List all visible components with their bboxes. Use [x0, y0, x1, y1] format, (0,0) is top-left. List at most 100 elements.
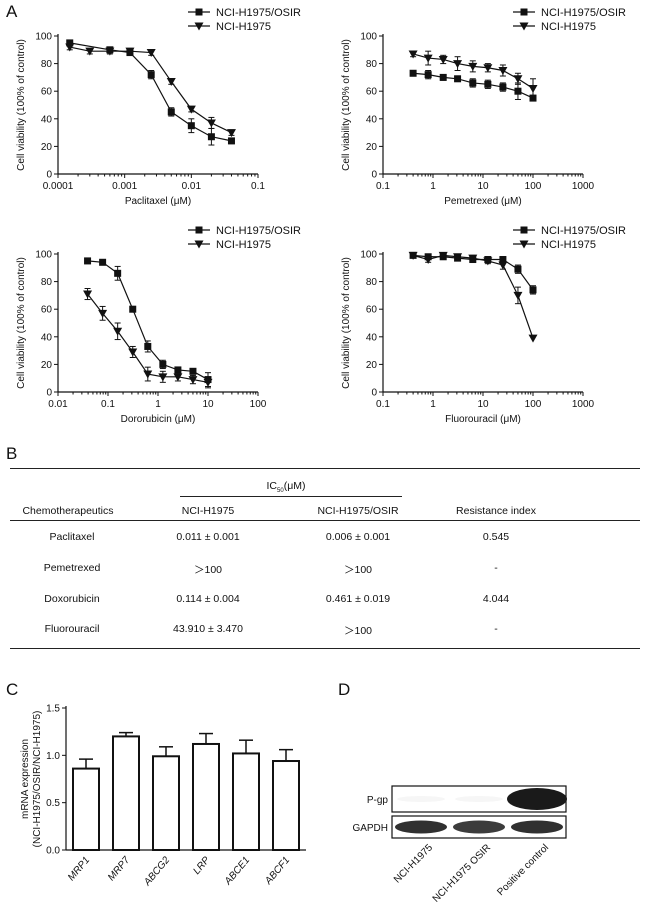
y-tick-label: 80 — [366, 59, 378, 70]
x-axis-label: Paclitaxel (μM) — [125, 196, 191, 207]
x-tick-label: 100 — [250, 399, 267, 410]
square-marker — [99, 258, 107, 266]
blot-band — [395, 820, 447, 834]
x-tick-label: 1000 — [572, 399, 595, 410]
header-resistance-index: Resistance index — [456, 505, 536, 517]
triangle-marker — [158, 373, 168, 382]
square-marker — [187, 122, 195, 130]
table-header-rule — [10, 520, 640, 521]
y-axis-label: Cell viability (100% of control) — [16, 257, 27, 389]
table-cell: 0.006 ± 0.001 — [325, 531, 391, 543]
triangle-marker — [186, 105, 196, 114]
y-tick-label: 0 — [371, 388, 377, 399]
square-marker — [439, 73, 447, 81]
table-cell: - — [494, 562, 498, 574]
doxorubicin-viability-chart: 0 20 40 60 80 100 0.01 0.1 1 10 100 Dororubicin (μM… — [16, 225, 301, 425]
y-tick-label: 60 — [366, 305, 378, 316]
square-marker — [520, 8, 528, 16]
bar — [72, 767, 100, 851]
y-tick-label: 60 — [41, 87, 53, 98]
square-marker — [499, 83, 507, 91]
bar — [192, 742, 220, 851]
x-tick-label: 0.1 — [376, 399, 390, 410]
square-marker — [189, 367, 197, 375]
triangle-marker — [83, 290, 93, 299]
x-tick-label: 10 — [477, 399, 489, 410]
table-cell: ＞100 — [343, 625, 373, 637]
y-tick-label: 40 — [366, 332, 378, 343]
y-tick-label: 0 — [371, 170, 377, 181]
square-marker — [129, 305, 137, 313]
square-marker — [174, 366, 182, 374]
y-axis-label: Cell viability (100% of control) — [16, 39, 27, 171]
legend-label: NCI-H1975 — [541, 239, 596, 251]
x-tick-label: 0.1 — [251, 181, 265, 192]
y-axis-label: mRNA expression — [20, 739, 31, 819]
square-marker — [484, 80, 492, 88]
triangle-marker — [166, 78, 176, 87]
triangle-marker — [513, 75, 523, 84]
triangle-marker — [519, 240, 529, 249]
triangle-marker — [105, 47, 115, 56]
triangle-marker — [65, 43, 75, 52]
square-marker — [227, 137, 235, 145]
y-tick-label: 80 — [366, 277, 378, 288]
square-marker — [409, 69, 417, 77]
y-tick-label: 1.0 — [46, 751, 60, 762]
triangle-marker — [438, 251, 448, 260]
x-category-label: MRP1 — [66, 855, 92, 883]
x-tick-label: 10 — [202, 399, 214, 410]
triangle-marker — [483, 64, 493, 73]
square-marker — [195, 8, 203, 16]
y-tick-label: 20 — [366, 360, 378, 371]
square-marker — [469, 79, 477, 87]
triangle-marker — [498, 261, 508, 270]
y-tick-label: 0.0 — [46, 846, 60, 857]
y-tick-label: 100 — [360, 250, 377, 261]
y-axis-label-sub: (NCI-H1975/OSIR/NCI-H1975) — [32, 711, 43, 848]
y-tick-label: 0.5 — [46, 798, 60, 809]
blot-band — [511, 820, 563, 834]
y-tick-label: 0 — [46, 170, 52, 181]
triangle-marker — [146, 49, 156, 58]
ic50-group-rule — [180, 496, 402, 497]
table-cell: Paclitaxel — [49, 531, 95, 543]
panel-label-b: B — [6, 444, 18, 463]
y-tick-label: 100 — [360, 32, 377, 43]
bar — [232, 752, 260, 851]
ic50-table: IC50(μM) Chemotherapeutics NCI-H1975 NCI… — [0, 460, 650, 660]
square-marker — [114, 269, 122, 277]
table-top-rule — [10, 468, 640, 469]
y-axis-label: Cell viability (100% of control) — [341, 257, 352, 389]
y-tick-label: 40 — [41, 114, 53, 125]
triangle-marker — [143, 370, 153, 379]
triangle-marker — [194, 240, 204, 249]
triangle-marker — [128, 348, 138, 357]
blot-band — [397, 796, 445, 802]
legend-label: NCI-H1975 — [216, 239, 271, 251]
legend-label: NCI-H1975 — [541, 21, 596, 33]
blot-lane-label: Positive control — [495, 842, 551, 898]
table-cell: Doxorubicin — [44, 593, 100, 605]
x-tick-label: 100 — [525, 181, 542, 192]
triangle-marker — [423, 256, 433, 265]
x-axis-label: Fluorouracil (μM) — [445, 414, 521, 425]
paclitaxel-viability-chart: 0 20 40 60 80 100 0.0001 0.001 0.01 0.1 Paclitaxel… — [16, 7, 301, 207]
triangle-marker — [206, 119, 216, 128]
table-cell: Fluorouracil — [44, 623, 100, 635]
x-tick-label: 1 — [430, 399, 436, 410]
table-cell: 0.461 ± 0.019 — [325, 593, 391, 605]
triangle-marker — [408, 50, 418, 59]
x-tick-label: 0.001 — [112, 181, 137, 192]
legend-label: NCI-H1975/OSIR — [216, 7, 301, 19]
bar — [272, 760, 300, 851]
x-category-label: ABCE1 — [222, 855, 252, 888]
bar — [152, 755, 180, 851]
triangle-marker — [468, 62, 478, 71]
x-category-label: MRP7 — [106, 855, 133, 884]
y-tick-label: 80 — [41, 277, 53, 288]
header-nci-h1975-osir: NCI-H1975/OSIR — [317, 505, 399, 517]
triangle-marker — [85, 47, 95, 56]
blot-band — [453, 820, 505, 834]
square-marker — [147, 71, 155, 79]
